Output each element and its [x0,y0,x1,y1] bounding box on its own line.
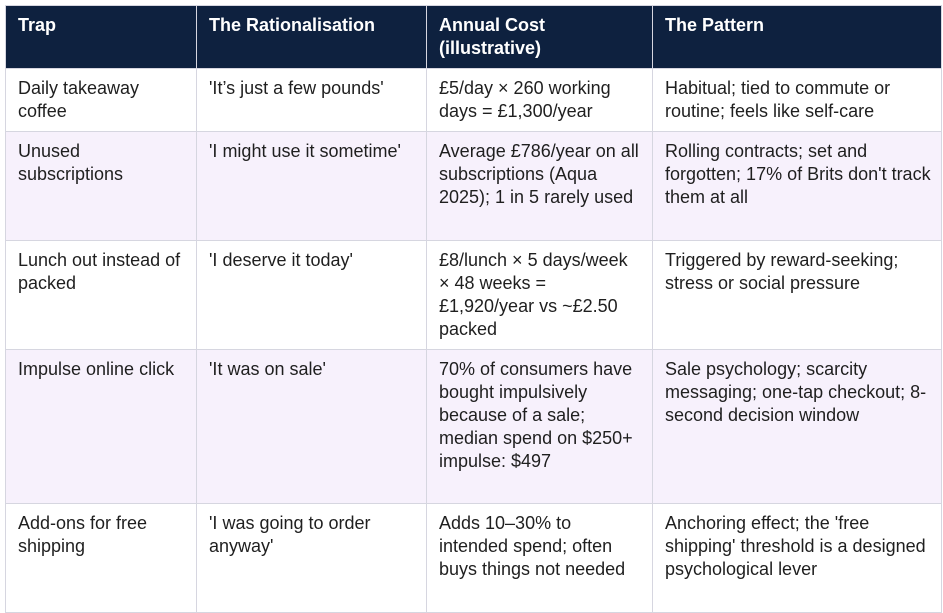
cell-pattern: Sale psychology; scarcity messaging; one… [652,349,942,504]
cell-pattern: Habitual; tied to commute or routine; fe… [652,68,942,132]
cell-annual-cost: 70% of consumers have bought impulsively… [426,349,653,504]
cell-trap: Unused subscriptions [5,131,197,241]
header-row: Trap The Rationalisation Annual Cost (il… [5,5,942,69]
cell-rationalisation: 'I might use it sometime' [196,131,427,241]
table-row: Unused subscriptions 'I might use it som… [5,131,942,241]
cell-pattern: Rolling contracts; set and forgotten; 17… [652,131,942,241]
cell-annual-cost: £8/lunch × 5 days/week × 48 weeks = £1,9… [426,240,653,350]
cell-annual-cost: Average £786/year on all subscriptions (… [426,131,653,241]
cell-rationalisation: 'It’s just a few pounds' [196,68,427,132]
cell-annual-cost: Adds 10–30% to intended spend; often buy… [426,503,653,613]
cell-trap: Add-ons for free shipping [5,503,197,613]
table-header: Trap The Rationalisation Annual Cost (il… [5,5,942,69]
table-body: Daily takeaway coffee 'It’s just a few p… [5,68,942,613]
cell-rationalisation: 'It was on sale' [196,349,427,504]
table-row: Impulse online click 'It was on sale' 70… [5,349,942,504]
spending-traps-table: Trap The Rationalisation Annual Cost (il… [5,5,942,613]
header-annual-cost: Annual Cost (illustrative) [426,5,653,69]
cell-pattern: Triggered by reward-seeking; stress or s… [652,240,942,350]
cell-annual-cost: £5/day × 260 working days = £1,300/year [426,68,653,132]
cell-pattern: Anchoring effect; the 'free shipping' th… [652,503,942,613]
cell-trap: Daily takeaway coffee [5,68,197,132]
header-pattern: The Pattern [652,5,942,69]
header-rationalisation: The Rationalisation [196,5,427,69]
table-row: Daily takeaway coffee 'It’s just a few p… [5,68,942,132]
cell-trap: Lunch out instead of packed [5,240,197,350]
header-trap: Trap [5,5,197,69]
cell-rationalisation: 'I deserve it today' [196,240,427,350]
table-row: Lunch out instead of packed 'I deserve i… [5,240,942,350]
cell-trap: Impulse online click [5,349,197,504]
table-row: Add-ons for free shipping 'I was going t… [5,503,942,613]
cell-rationalisation: 'I was going to order anyway' [196,503,427,613]
